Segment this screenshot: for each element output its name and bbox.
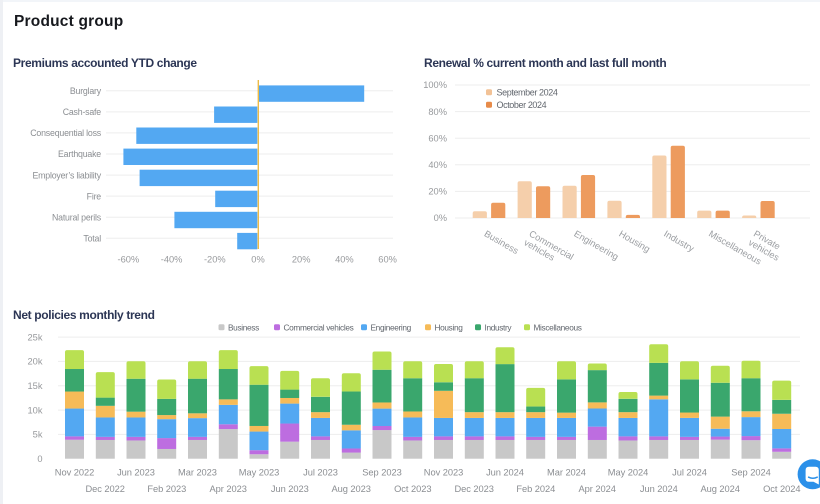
svg-text:20%: 20% bbox=[428, 187, 447, 197]
svg-text:Industry: Industry bbox=[662, 229, 696, 254]
svg-text:60%: 60% bbox=[428, 133, 447, 143]
svg-text:Aug 2024: Aug 2024 bbox=[700, 484, 739, 494]
svg-text:Commercialvehicles: Commercialvehicles bbox=[522, 229, 575, 271]
svg-text:Housing: Housing bbox=[435, 322, 464, 332]
svg-text:Sep 2023: Sep 2023 bbox=[362, 467, 401, 477]
svg-text:Mar 2023: Mar 2023 bbox=[178, 467, 217, 477]
svg-text:20k: 20k bbox=[28, 357, 43, 367]
svg-text:Fire: Fire bbox=[87, 191, 102, 201]
svg-text:0%: 0% bbox=[434, 213, 447, 223]
svg-text:Commercial vehicles: Commercial vehicles bbox=[284, 322, 354, 332]
svg-text:September 2024: September 2024 bbox=[497, 87, 558, 97]
svg-text:Feb 2024: Feb 2024 bbox=[516, 484, 555, 494]
svg-text:15k: 15k bbox=[28, 381, 43, 391]
svg-text:Nov 2023: Nov 2023 bbox=[424, 467, 463, 477]
svg-text:Engineering: Engineering bbox=[572, 229, 620, 262]
svg-text:Industry: Industry bbox=[485, 322, 513, 332]
svg-text:Natural perils: Natural perils bbox=[52, 212, 102, 222]
svg-text:Sep 2024: Sep 2024 bbox=[731, 467, 770, 477]
svg-text:100%: 100% bbox=[423, 80, 447, 90]
svg-text:Business: Business bbox=[228, 322, 259, 332]
svg-text:-60%: -60% bbox=[118, 255, 140, 265]
svg-text:40%: 40% bbox=[335, 255, 354, 265]
svg-text:Oct 2024: Oct 2024 bbox=[763, 484, 800, 494]
svg-text:Jul 2023: Jul 2023 bbox=[303, 467, 338, 477]
svg-text:Cash-safe: Cash-safe bbox=[63, 107, 102, 117]
svg-text:0%: 0% bbox=[251, 255, 264, 265]
svg-text:Jun 2023: Jun 2023 bbox=[271, 484, 309, 494]
svg-text:October 2024: October 2024 bbox=[497, 100, 547, 110]
svg-text:Nov 2022: Nov 2022 bbox=[55, 467, 94, 477]
svg-text:Mar 2024: Mar 2024 bbox=[547, 467, 586, 477]
svg-text:Earthquake: Earthquake bbox=[58, 149, 101, 159]
svg-text:Housing: Housing bbox=[617, 229, 652, 255]
svg-text:80%: 80% bbox=[428, 107, 447, 117]
svg-text:Jul 2024: Jul 2024 bbox=[672, 467, 707, 477]
svg-text:Apr 2023: Apr 2023 bbox=[210, 484, 247, 494]
svg-text:60%: 60% bbox=[378, 255, 397, 265]
svg-text:Dec 2023: Dec 2023 bbox=[454, 484, 493, 494]
svg-text:Aug 2023: Aug 2023 bbox=[331, 484, 370, 494]
svg-text:25k: 25k bbox=[28, 332, 43, 342]
svg-text:Burglary: Burglary bbox=[70, 86, 102, 96]
svg-text:Business: Business bbox=[483, 229, 521, 257]
svg-text:-40%: -40% bbox=[161, 255, 183, 265]
svg-text:May 2023: May 2023 bbox=[239, 467, 279, 477]
svg-text:Oct 2023: Oct 2023 bbox=[394, 484, 431, 494]
svg-text:Employer’s liability: Employer’s liability bbox=[32, 170, 101, 180]
svg-text:Jun 2024: Jun 2024 bbox=[640, 484, 678, 494]
svg-text:10k: 10k bbox=[28, 405, 43, 415]
svg-text:Jun 2024: Jun 2024 bbox=[486, 467, 524, 477]
svg-text:Dec 2022: Dec 2022 bbox=[85, 484, 124, 494]
svg-text:Miscellaneous: Miscellaneous bbox=[534, 322, 582, 332]
svg-text:Apr 2024: Apr 2024 bbox=[579, 484, 616, 494]
svg-text:Feb 2023: Feb 2023 bbox=[147, 484, 186, 494]
svg-text:-20%: -20% bbox=[204, 255, 226, 265]
svg-text:40%: 40% bbox=[428, 160, 447, 170]
svg-text:20%: 20% bbox=[292, 255, 311, 265]
svg-text:May 2024: May 2024 bbox=[608, 467, 648, 477]
svg-text:Total: Total bbox=[83, 234, 101, 244]
svg-text:Engineering: Engineering bbox=[371, 322, 412, 332]
svg-text:Consequential loss: Consequential loss bbox=[30, 128, 102, 138]
svg-text:Jun 2023: Jun 2023 bbox=[117, 467, 155, 477]
svg-text:5k: 5k bbox=[33, 430, 43, 440]
svg-text:0: 0 bbox=[37, 454, 42, 464]
